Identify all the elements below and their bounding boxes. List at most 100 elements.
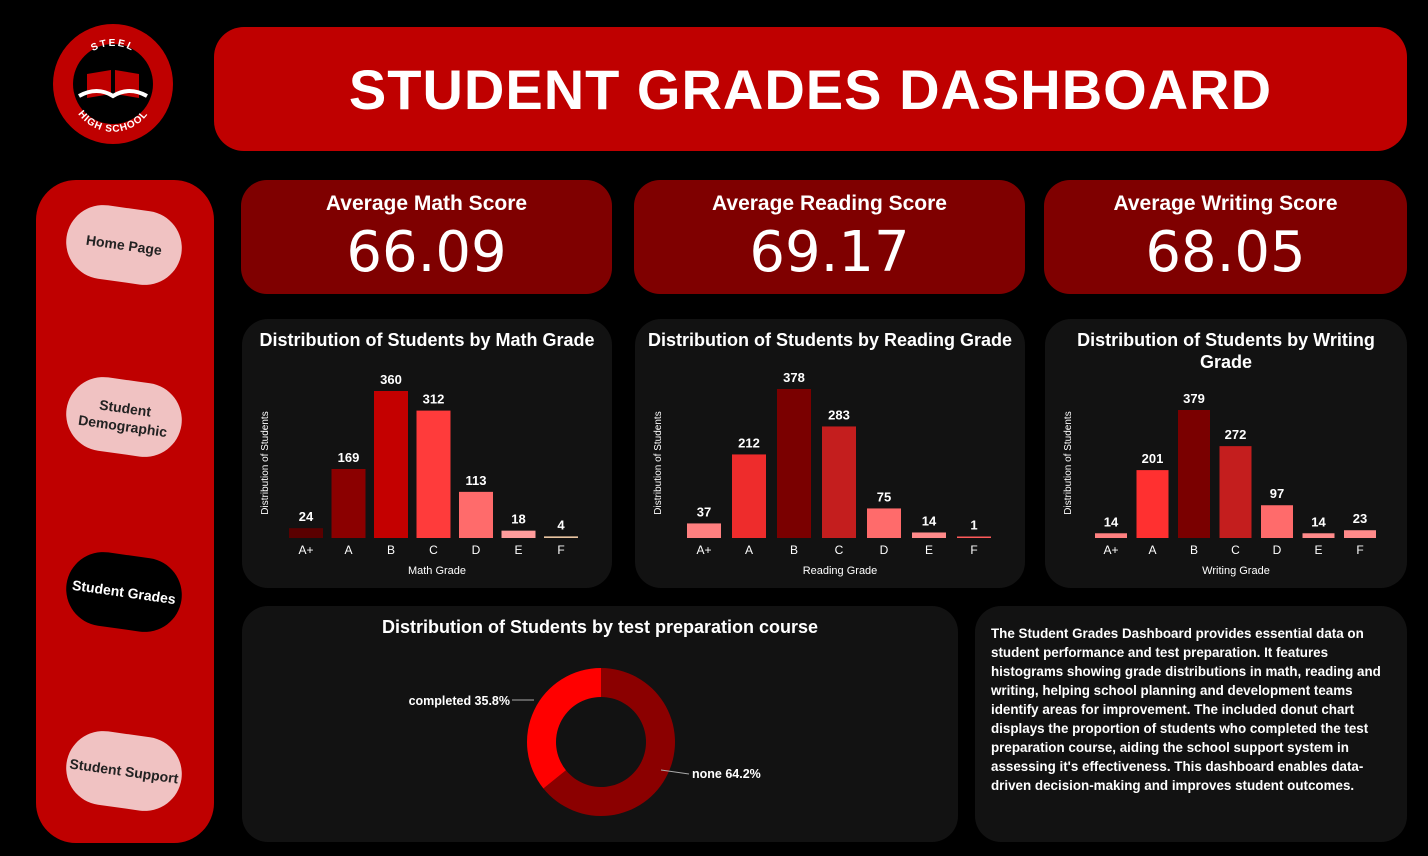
donut-slice-completed — [527, 668, 601, 789]
data-label: 379 — [1183, 391, 1205, 406]
bar-E — [1302, 533, 1335, 538]
bar-D — [459, 491, 493, 538]
y-axis-label: Distribution of Students — [653, 411, 664, 514]
kpi-title: Average Math Score — [325, 192, 528, 215]
x-tick-label: F — [1356, 543, 1363, 557]
nav-student-grades[interactable]: Student Grades — [61, 547, 187, 637]
x-tick-label: E — [925, 543, 933, 557]
kpi-value: 66.09 — [346, 220, 507, 285]
data-label: 4 — [557, 517, 565, 532]
chart-title: Distribution of Students by Reading Grad… — [647, 330, 1013, 350]
data-label: 23 — [1353, 511, 1367, 526]
x-tick-label: A — [1148, 543, 1156, 557]
data-label: 312 — [423, 392, 445, 407]
bar-A+ — [289, 528, 323, 538]
logo-top-text: STEEL — [89, 38, 136, 54]
x-tick-label: B — [387, 543, 395, 557]
x-axis-label: Reading Grade — [803, 565, 878, 577]
nav-student-support[interactable]: Student Support — [61, 726, 187, 816]
data-label: 24 — [299, 509, 314, 524]
data-label: 283 — [828, 407, 850, 422]
bar-B — [1178, 410, 1210, 538]
data-label: 272 — [1225, 427, 1247, 442]
kpi-card-writing: Average Writing Score 68.05 — [1044, 180, 1407, 294]
bar-A — [732, 454, 766, 538]
writing-grade-svg: Distribution of Students Writing Grade 14 A… — [1063, 391, 1376, 577]
bar-C — [416, 410, 451, 538]
chart-title: Distribution of Students by Math Grade — [259, 330, 595, 350]
bar-C — [822, 426, 856, 538]
x-tick-label: A+ — [696, 543, 711, 557]
x-tick-label: D — [880, 543, 889, 557]
description-text: The Student Grades Dashboard provides es… — [991, 626, 1381, 793]
bar-F — [544, 536, 578, 538]
donut-slice-none — [543, 668, 675, 816]
data-label: 18 — [511, 512, 525, 527]
kpi-value: 69.17 — [749, 220, 910, 285]
slice-label-completed: completed 35.8% — [409, 694, 510, 708]
data-label: 75 — [877, 489, 891, 504]
kpi-title: Average Writing Score — [1113, 192, 1338, 215]
bar-E — [501, 530, 536, 538]
bar-A+ — [1095, 533, 1127, 538]
data-label: 97 — [1270, 486, 1284, 501]
header-banner: STUDENT GRADES DASHBOARD — [214, 27, 1407, 151]
kpi-card-reading: Average Reading Score 69.17 — [634, 180, 1025, 294]
chart-title: Distribution of Students by test prepara… — [381, 617, 819, 637]
x-tick-label: D — [1273, 543, 1282, 557]
data-label: 201 — [1142, 451, 1164, 466]
bar-B — [374, 391, 408, 538]
leader-line — [660, 769, 690, 775]
test-prep-donut-svg: none 64.2% completed 35.8% — [409, 668, 761, 816]
test-prep-chart: Distribution of Students by test prepara… — [242, 606, 958, 842]
y-axis-label: Distribution of Students — [260, 411, 271, 514]
reading-grade-chart: Distribution of Students by Reading Grad… — [635, 319, 1025, 588]
data-label: 37 — [697, 504, 711, 519]
math-grade-chart: Distribution of Students by Math Grade D… — [242, 319, 612, 588]
data-label: 378 — [783, 370, 805, 385]
kpi-card-math: Average Math Score 66.09 — [241, 180, 612, 294]
reading-grade-svg: Distribution of Students Reading Grade 37 A… — [653, 370, 991, 577]
bar-C — [1219, 446, 1252, 538]
bar-E — [912, 532, 946, 538]
y-axis-label: Distribution of Students — [1063, 411, 1074, 514]
x-tick-label: E — [514, 543, 522, 557]
x-tick-label: C — [1231, 543, 1240, 557]
nav-home-page[interactable]: Home Page — [61, 200, 187, 290]
bar-D — [1261, 505, 1293, 538]
sidebar: Home Page Student Demographic Student Gr… — [36, 180, 214, 843]
data-label: 14 — [922, 513, 937, 528]
bar-A+ — [687, 523, 721, 538]
data-label: 113 — [466, 473, 487, 488]
chart-title: Distribution of Students by Writing Grad… — [1077, 330, 1375, 372]
x-tick-label: E — [1314, 543, 1322, 557]
bar-B — [777, 389, 811, 538]
bar-D — [867, 508, 901, 538]
data-label: 360 — [380, 372, 402, 387]
data-label: 1 — [970, 518, 977, 533]
writing-grade-chart: Distribution of Students by Writing Grad… — [1045, 319, 1407, 588]
x-axis-label: Writing Grade — [1202, 565, 1270, 577]
x-tick-label: F — [557, 543, 564, 557]
x-tick-label: A — [745, 543, 753, 557]
x-tick-label: A+ — [298, 543, 313, 557]
kpi-value: 68.05 — [1145, 220, 1306, 285]
nav-student-demographic[interactable]: Student Demographic — [61, 372, 187, 462]
x-tick-label: A+ — [1103, 543, 1118, 557]
kpi-title: Average Reading Score — [712, 192, 947, 215]
description-panel: The Student Grades Dashboard provides es… — [975, 606, 1407, 842]
slice-label-none: none 64.2% — [692, 767, 761, 781]
bar-A — [331, 468, 366, 538]
x-tick-label: B — [1190, 543, 1198, 557]
data-label: 169 — [338, 450, 360, 465]
data-label: 14 — [1311, 514, 1326, 529]
x-tick-label: C — [835, 543, 844, 557]
x-tick-label: F — [970, 543, 977, 557]
x-tick-label: A — [344, 543, 352, 557]
data-label: 212 — [738, 435, 760, 450]
school-logo: STEEL HIGH SCHOOL — [53, 24, 173, 144]
bar-A — [1136, 470, 1169, 538]
page-title: STUDENT GRADES DASHBOARD — [348, 57, 1273, 121]
x-axis-label: Math Grade — [408, 565, 466, 577]
x-tick-label: D — [472, 543, 481, 557]
